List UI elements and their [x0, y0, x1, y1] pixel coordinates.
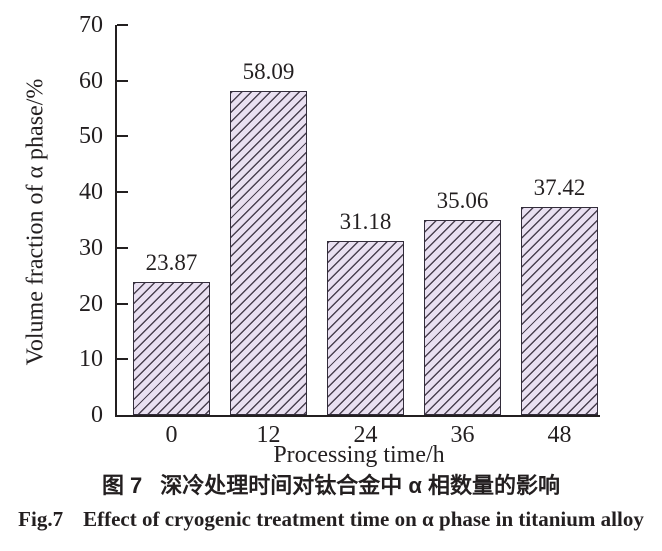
x-axis-tick-label: 0	[165, 422, 178, 448]
bar-value-label: 35.06	[436, 187, 489, 213]
y-axis-tick-label: 10	[79, 346, 103, 373]
bar-value-label: 23.87	[145, 250, 198, 276]
bar-value-label: 31.18	[339, 209, 392, 235]
x-axis-line	[115, 415, 600, 417]
caption-chinese-text: 深冷处理时间对钛合金中 α 相数量的影响	[160, 473, 561, 498]
caption-chinese: 图 7 深冷处理时间对钛合金中 α 相数量的影响	[0, 473, 662, 499]
bar-0h	[133, 282, 210, 415]
y-axis-tick-label: 20	[79, 290, 103, 317]
plot-area: 0 10 20 30 40 50 60 70 23.87 0 58.09 12 31.18 24 35.06…	[79, 13, 600, 447]
x-axis-tick-label: 48	[547, 422, 572, 448]
y-axis-tick	[117, 246, 128, 249]
y-axis-tick-label: 40	[79, 179, 103, 206]
y-axis-tick-label: 30	[79, 234, 103, 261]
y-axis-tick-label: 60	[79, 67, 103, 94]
y-axis-tick	[117, 358, 128, 361]
y-axis-line	[115, 25, 117, 417]
bar-36h	[424, 219, 501, 415]
bar-12h	[230, 91, 307, 415]
caption-english-figure-number: Fig.7	[18, 507, 64, 531]
y-axis-tick	[117, 24, 128, 26]
x-axis-label: Processing time/h	[273, 442, 445, 468]
x-axis-tick-label: 24	[353, 422, 378, 448]
caption-english-text: Effect of cryogenic treatment time on α …	[83, 507, 644, 531]
y-axis-tick	[117, 302, 128, 305]
y-axis-tick-label: 70	[79, 12, 103, 38]
x-axis-tick-label: 12	[256, 422, 281, 448]
y-axis-tick	[117, 79, 128, 82]
y-axis-tick-label: 0	[91, 402, 103, 428]
y-axis-tick-label: 50	[79, 123, 103, 150]
bar-48h	[521, 206, 598, 415]
bar-24h	[327, 241, 404, 415]
x-axis-tick-label: 36	[450, 422, 475, 448]
caption-english: Fig.7 Effect of cryogenic treatment time…	[0, 507, 662, 532]
y-axis-tick	[117, 191, 128, 194]
bar-value-label: 37.42	[533, 174, 586, 200]
bar-value-label: 58.09	[242, 59, 295, 85]
y-axis-tick	[117, 135, 128, 138]
caption-chinese-figure-number: 图 7	[101, 473, 143, 498]
y-axis-label: Volume fraction of α phase/%	[22, 78, 49, 366]
